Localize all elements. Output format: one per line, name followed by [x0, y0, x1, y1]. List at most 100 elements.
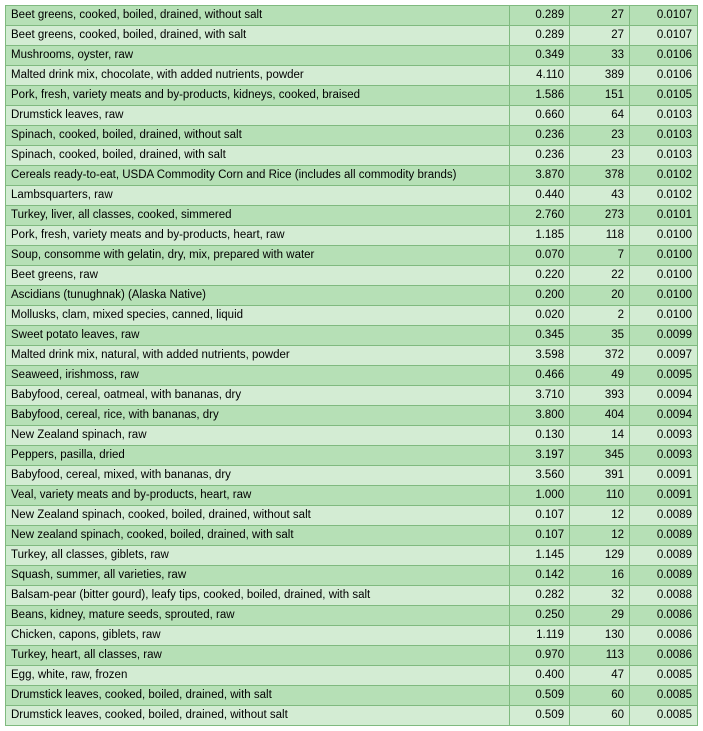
- value-2-cell: 151: [570, 86, 630, 106]
- food-name-cell: New zealand spinach, cooked, boiled, dra…: [6, 526, 510, 546]
- value-3-cell: 0.0086: [630, 626, 698, 646]
- value-3-cell: 0.0107: [630, 6, 698, 26]
- food-name-cell: Beet greens, raw: [6, 266, 510, 286]
- value-2-cell: 32: [570, 586, 630, 606]
- value-2-cell: 2: [570, 306, 630, 326]
- value-2-cell: 22: [570, 266, 630, 286]
- table-row: Drumstick leaves, raw0.660640.0103: [6, 106, 698, 126]
- table-row: Babyfood, cereal, oatmeal, with bananas,…: [6, 386, 698, 406]
- value-3-cell: 0.0089: [630, 546, 698, 566]
- value-1-cell: 0.509: [510, 706, 570, 726]
- value-1-cell: 0.107: [510, 506, 570, 526]
- value-1-cell: 1.000: [510, 486, 570, 506]
- table-row: Squash, summer, all varieties, raw0.1421…: [6, 566, 698, 586]
- table-row: Drumstick leaves, cooked, boiled, draine…: [6, 686, 698, 706]
- value-2-cell: 12: [570, 506, 630, 526]
- table-row: New Zealand spinach, cooked, boiled, dra…: [6, 506, 698, 526]
- value-2-cell: 49: [570, 366, 630, 386]
- value-2-cell: 60: [570, 686, 630, 706]
- table-row: Beet greens, cooked, boiled, drained, wi…: [6, 26, 698, 46]
- food-name-cell: Pork, fresh, variety meats and by-produc…: [6, 226, 510, 246]
- value-3-cell: 0.0107: [630, 26, 698, 46]
- value-2-cell: 372: [570, 346, 630, 366]
- food-name-cell: Beans, kidney, mature seeds, sprouted, r…: [6, 606, 510, 626]
- value-2-cell: 110: [570, 486, 630, 506]
- table-row: Ascidians (tunughnak) (Alaska Native)0.2…: [6, 286, 698, 306]
- value-3-cell: 0.0095: [630, 366, 698, 386]
- food-name-cell: Egg, white, raw, frozen: [6, 666, 510, 686]
- value-2-cell: 27: [570, 6, 630, 26]
- value-2-cell: 14: [570, 426, 630, 446]
- table-row: Pork, fresh, variety meats and by-produc…: [6, 226, 698, 246]
- table-row: Spinach, cooked, boiled, drained, with s…: [6, 146, 698, 166]
- value-1-cell: 3.197: [510, 446, 570, 466]
- table-row: Turkey, heart, all classes, raw0.9701130…: [6, 646, 698, 666]
- value-3-cell: 0.0097: [630, 346, 698, 366]
- table-row: Babyfood, cereal, mixed, with bananas, d…: [6, 466, 698, 486]
- value-2-cell: 389: [570, 66, 630, 86]
- food-name-cell: Beet greens, cooked, boiled, drained, wi…: [6, 6, 510, 26]
- value-1-cell: 0.236: [510, 146, 570, 166]
- table-row: Babyfood, cereal, rice, with bananas, dr…: [6, 406, 698, 426]
- food-name-cell: Spinach, cooked, boiled, drained, withou…: [6, 126, 510, 146]
- table-row: New Zealand spinach, raw0.130140.0093: [6, 426, 698, 446]
- value-1-cell: 0.070: [510, 246, 570, 266]
- food-name-cell: Turkey, all classes, giblets, raw: [6, 546, 510, 566]
- value-2-cell: 33: [570, 46, 630, 66]
- value-3-cell: 0.0085: [630, 706, 698, 726]
- value-2-cell: 16: [570, 566, 630, 586]
- value-2-cell: 391: [570, 466, 630, 486]
- value-3-cell: 0.0091: [630, 466, 698, 486]
- value-3-cell: 0.0102: [630, 186, 698, 206]
- food-name-cell: Babyfood, cereal, rice, with bananas, dr…: [6, 406, 510, 426]
- value-3-cell: 0.0093: [630, 426, 698, 446]
- value-3-cell: 0.0100: [630, 246, 698, 266]
- value-3-cell: 0.0089: [630, 526, 698, 546]
- nutrition-table: Beet greens, cooked, boiled, drained, wi…: [5, 5, 698, 726]
- value-1-cell: 0.400: [510, 666, 570, 686]
- value-3-cell: 0.0106: [630, 66, 698, 86]
- table-row: Turkey, all classes, giblets, raw1.14512…: [6, 546, 698, 566]
- value-3-cell: 0.0100: [630, 226, 698, 246]
- food-name-cell: Ascidians (tunughnak) (Alaska Native): [6, 286, 510, 306]
- value-3-cell: 0.0094: [630, 386, 698, 406]
- value-3-cell: 0.0091: [630, 486, 698, 506]
- value-2-cell: 118: [570, 226, 630, 246]
- food-name-cell: New Zealand spinach, cooked, boiled, dra…: [6, 506, 510, 526]
- table-row: New zealand spinach, cooked, boiled, dra…: [6, 526, 698, 546]
- value-3-cell: 0.0086: [630, 646, 698, 666]
- food-name-cell: Chicken, capons, giblets, raw: [6, 626, 510, 646]
- food-name-cell: Peppers, pasilla, dried: [6, 446, 510, 466]
- food-name-cell: Mollusks, clam, mixed species, canned, l…: [6, 306, 510, 326]
- value-2-cell: 273: [570, 206, 630, 226]
- table-row: Veal, variety meats and by-products, hea…: [6, 486, 698, 506]
- value-3-cell: 0.0101: [630, 206, 698, 226]
- value-1-cell: 0.660: [510, 106, 570, 126]
- value-1-cell: 0.236: [510, 126, 570, 146]
- table-row: Spinach, cooked, boiled, drained, withou…: [6, 126, 698, 146]
- food-name-cell: Cereals ready-to-eat, USDA Commodity Cor…: [6, 166, 510, 186]
- value-2-cell: 378: [570, 166, 630, 186]
- value-2-cell: 345: [570, 446, 630, 466]
- food-name-cell: Squash, summer, all varieties, raw: [6, 566, 510, 586]
- value-3-cell: 0.0103: [630, 106, 698, 126]
- table-row: Chicken, capons, giblets, raw1.1191300.0…: [6, 626, 698, 646]
- value-2-cell: 7: [570, 246, 630, 266]
- food-name-cell: Mushrooms, oyster, raw: [6, 46, 510, 66]
- value-3-cell: 0.0103: [630, 126, 698, 146]
- value-1-cell: 0.220: [510, 266, 570, 286]
- value-3-cell: 0.0094: [630, 406, 698, 426]
- table-row: Mollusks, clam, mixed species, canned, l…: [6, 306, 698, 326]
- value-2-cell: 47: [570, 666, 630, 686]
- table-row: Malted drink mix, natural, with added nu…: [6, 346, 698, 366]
- food-name-cell: Spinach, cooked, boiled, drained, with s…: [6, 146, 510, 166]
- value-3-cell: 0.0100: [630, 286, 698, 306]
- value-3-cell: 0.0086: [630, 606, 698, 626]
- food-name-cell: Veal, variety meats and by-products, hea…: [6, 486, 510, 506]
- table-row: Seaweed, irishmoss, raw0.466490.0095: [6, 366, 698, 386]
- value-2-cell: 43: [570, 186, 630, 206]
- value-1-cell: 3.598: [510, 346, 570, 366]
- table-row: Malted drink mix, chocolate, with added …: [6, 66, 698, 86]
- table-row: Beans, kidney, mature seeds, sprouted, r…: [6, 606, 698, 626]
- food-name-cell: Turkey, liver, all classes, cooked, simm…: [6, 206, 510, 226]
